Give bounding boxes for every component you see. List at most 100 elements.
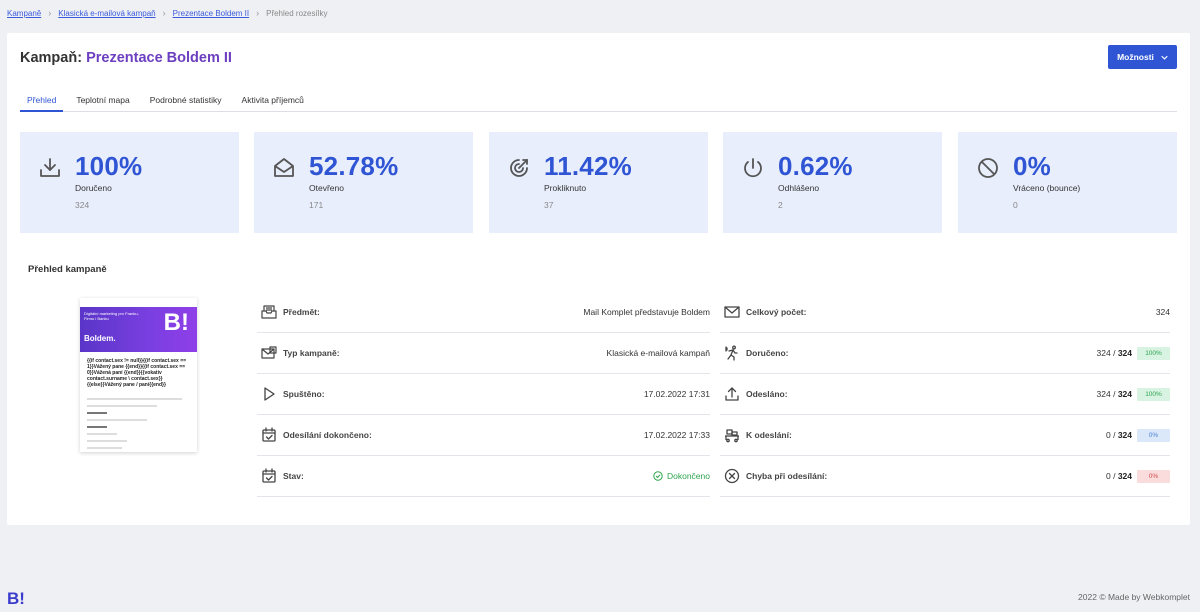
info-value: 0 / 324	[1106, 471, 1132, 481]
download-icon	[40, 158, 60, 177]
block-icon	[978, 158, 998, 178]
options-label: Možnosti	[1117, 52, 1154, 62]
percent-badge: 100%	[1137, 387, 1170, 401]
percent-badge: 0%	[1137, 428, 1170, 442]
info-label: Doručeno:	[746, 348, 789, 358]
target-click-icon	[510, 159, 528, 177]
preview-filler-lines	[87, 398, 187, 452]
stat-label: Vráceno (bounce)	[1013, 183, 1081, 193]
stat-card-delivered: 100% Doručeno 324	[20, 132, 239, 233]
stat-count: 37	[544, 200, 554, 210]
info-value: 324 / 324	[1096, 389, 1132, 399]
options-dropdown-button[interactable]: Možnosti	[1108, 45, 1177, 69]
delivery-info-table: Celkový počet: 324 Doručeno: 324 / 324 1…	[720, 292, 1170, 497]
preview-brand: Boldem.	[84, 334, 116, 343]
stat-card-clicked: 11.42% Prokliknuto 37	[489, 132, 708, 233]
stat-label: Odhlášeno	[778, 183, 820, 193]
preview-banner-text: Digitální marketing pro Franku, Firmu i …	[84, 311, 139, 321]
envelope-open-icon	[274, 158, 294, 177]
breadcrumb-link-campaigns[interactable]: Kampaně	[7, 8, 42, 18]
calendar-check-icon	[262, 427, 276, 442]
info-label: Spuštěno:	[283, 389, 325, 399]
info-row-subject: Předmět: Mail Komplet představuje Boldem	[257, 292, 710, 333]
breadcrumb-link-classic-campaign[interactable]: Klasická e-mailová kampaň	[58, 8, 156, 18]
breadcrumb-link-campaign-name[interactable]: Prezentace Boldem II	[172, 8, 250, 18]
title-prefix: Kampaň:	[20, 50, 83, 66]
stat-percent: 0.62%	[778, 151, 853, 181]
page-title: Kampaň: Prezentace Boldem II	[20, 50, 232, 66]
info-row-sent: Odesláno: 324 / 324 100%	[720, 374, 1170, 415]
info-value: 324	[1155, 307, 1170, 317]
envelope-icon	[724, 306, 740, 318]
info-row-sending-finished: Odesílání dokončeno: 17.02.2022 17:33	[257, 415, 710, 456]
info-label: Stav:	[283, 471, 304, 481]
play-icon	[264, 387, 275, 401]
info-value: Mail Komplet představuje Boldem	[583, 307, 710, 317]
breadcrumb: Kampaně › Klasická e-mailová kampaň › Pr…	[7, 8, 327, 18]
preview-banner: Digitální marketing pro Franku, Firmu i …	[80, 307, 197, 352]
tab-recipient-activity[interactable]: Aktivita příjemců	[241, 95, 304, 105]
preview-logo: B!	[163, 309, 189, 336]
tab-detailed-stats[interactable]: Podrobné statistiky	[149, 95, 222, 105]
info-value: 324 / 324	[1096, 348, 1132, 358]
stat-percent: 11.42%	[544, 151, 632, 181]
runner-icon	[725, 345, 738, 361]
stat-count: 0	[1013, 200, 1018, 210]
email-preview-thumbnail[interactable]: Digitální marketing pro Franku, Firmu i …	[80, 298, 197, 452]
stat-percent: 100%	[75, 151, 143, 181]
info-label: Odesláno:	[746, 389, 788, 399]
footer-logo[interactable]: B!	[7, 589, 25, 608]
info-row-to-send: K odeslání: 0 / 324 0%	[720, 415, 1170, 456]
info-row-delivered: Doručeno: 324 / 324 100%	[720, 333, 1170, 374]
info-label: Odesílání dokončeno:	[283, 430, 372, 440]
stat-card-unsubscribed: 0.62% Odhlášeno 2	[723, 132, 942, 233]
info-label: Předmět:	[283, 307, 320, 317]
campaign-info-table: Předmět: Mail Komplet představuje Boldem…	[257, 292, 710, 497]
status-text: Dokončeno	[666, 471, 710, 481]
info-row-total: Celkový počet: 324	[720, 292, 1170, 333]
circle-x-icon	[724, 468, 740, 484]
stat-label: Otevřeno	[309, 183, 344, 193]
cart-queue-icon	[725, 429, 739, 443]
preview-body-text: {{if contact.sex != null}}{{if contact.s…	[87, 358, 187, 388]
stat-percent: 52.78%	[309, 151, 399, 181]
calendar-check-icon	[262, 468, 276, 483]
stat-card-bounced: 0% Vráceno (bounce) 0	[958, 132, 1177, 233]
upload-icon	[725, 387, 739, 401]
chevron-down-icon	[1161, 55, 1168, 60]
info-label: Celkový počet:	[746, 307, 807, 317]
tab-heatmap[interactable]: Teplotní mapa	[76, 95, 130, 105]
footer-copyright: 2022 © Made by Webkomplet	[1078, 592, 1190, 602]
info-label: Chyba při odesílání:	[746, 471, 828, 481]
stat-card-opened: 52.78% Otevřeno 171	[254, 132, 473, 233]
tab-bar: Přehled Teplotní mapa Podrobné statistik…	[20, 92, 1177, 112]
stat-label: Doručeno	[75, 183, 112, 193]
tab-overview[interactable]: Přehled	[20, 92, 64, 112]
stat-count: 2	[778, 200, 783, 210]
stat-percent: 0%	[1013, 151, 1051, 181]
campaign-name: Prezentace Boldem II	[86, 50, 232, 66]
chevron-right-icon: ›	[162, 8, 166, 18]
percent-badge: 100%	[1137, 346, 1170, 360]
section-title: Přehled kampaně	[28, 264, 107, 275]
campaign-card: Kampaň: Prezentace Boldem II Možnosti Př…	[7, 33, 1190, 525]
stat-count: 324	[75, 200, 90, 210]
stat-count: 171	[309, 200, 324, 210]
info-row-campaign-type: Typ kampaně: Klasická e-mailová kampaň	[257, 333, 710, 374]
info-row-send-error: Chyba při odesílání: 0 / 324 0%	[720, 456, 1170, 497]
info-value: 0 / 324	[1106, 430, 1132, 440]
power-icon	[744, 158, 762, 178]
info-label: K odeslání:	[746, 430, 792, 440]
chevron-right-icon: ›	[48, 8, 52, 18]
check-circle-icon	[653, 471, 663, 481]
info-row-status: Stav: Dokončeno	[257, 456, 710, 497]
info-value: 17.02.2022 17:31	[643, 389, 710, 399]
info-label: Typ kampaně:	[283, 348, 340, 358]
envelope-tray-icon	[261, 305, 277, 319]
percent-badge: 0%	[1137, 469, 1170, 483]
stat-label: Prokliknuto	[544, 183, 587, 193]
breadcrumb-current: Přehled rozesílky	[266, 8, 328, 18]
envelope-card-icon	[261, 346, 277, 359]
info-value: 17.02.2022 17:33	[643, 430, 710, 440]
info-value: Klasická e-mailová kampaň	[606, 348, 710, 358]
